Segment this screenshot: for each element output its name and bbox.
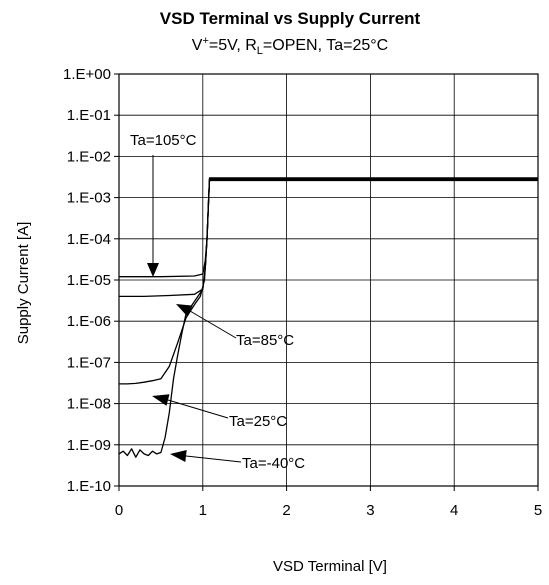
x-tick-label: 4 (450, 502, 458, 519)
chart-subtitle: V+=5V, RL=OPEN, Ta=25°C (192, 35, 388, 57)
y-axis-label: Supply Current [A] (15, 222, 32, 345)
x-tick-label: 5 (534, 502, 542, 519)
x-tick-label: 2 (282, 502, 290, 519)
y-tick-label: 1.E-09 (67, 437, 111, 454)
x-axis-ticks: 0 1 2 3 4 5 (115, 486, 542, 519)
subtitle-part3: =OPEN, Ta=25°C (263, 37, 388, 54)
y-tick-label: 1.E-10 (67, 478, 111, 495)
chart-title: VSD Terminal vs Supply Current (160, 9, 421, 28)
y-tick-label: 1.E-03 (67, 190, 111, 207)
series-line-ta-40-c (118, 179, 538, 458)
annotation-arrowhead-ta-40-c (170, 450, 187, 462)
y-axis-ticks: 1.E+00 1.E-01 1.E-02 1.E-03 1.E-04 1.E-05 1.E-… (63, 66, 119, 495)
subtitle-v: V (192, 37, 203, 54)
annotation-arrowhead-ta-25-c (152, 394, 170, 406)
subtitle-r-sub: L (257, 45, 263, 57)
annotation-label-ta-85-c: Ta=85°C (236, 332, 294, 349)
annotation-label-ta-40-c: Ta=-40°C (242, 455, 305, 472)
y-tick-label: 1.E+00 (63, 66, 111, 83)
grid (119, 74, 538, 486)
y-tick-label: 1.E-04 (67, 231, 111, 248)
y-tick-label: 1.E-01 (67, 107, 111, 124)
series-line-ta-25-c (119, 179, 538, 385)
y-tick-label: 1.E-08 (67, 396, 111, 413)
y-tick-label: 1.E-07 (67, 354, 111, 371)
x-tick-label: 3 (366, 502, 374, 519)
annotation-label-ta-105-c: Ta=105°C (130, 132, 197, 149)
annotation-arrowhead-ta-85-c (176, 304, 193, 317)
annotation-leader-ta-40-c (185, 455, 242, 463)
subtitle-part2: =5V, R (209, 37, 257, 54)
y-tick-label: 1.E-05 (67, 272, 111, 289)
x-tick-label: 0 (115, 502, 123, 519)
annotation-arrowhead-ta-105-c (147, 263, 159, 277)
annotation-leader-ta-85-c (189, 310, 237, 339)
series-line-ta-85-c (119, 178, 538, 298)
y-tick-label: 1.E-02 (67, 148, 111, 165)
annotation-layer: Ta=105°C Ta=85°C Ta=25°C Ta=-40°C (130, 132, 305, 472)
series-layer (118, 177, 538, 458)
x-axis-label: VSD Terminal [V] (273, 558, 387, 575)
y-tick-label: 1.E-06 (67, 313, 111, 330)
annotation-leader-ta-25-c (167, 399, 229, 419)
x-tick-label: 1 (199, 502, 207, 519)
subtitle-v-sup: + (202, 35, 208, 47)
annotation-label-ta-25-c: Ta=25°C (229, 413, 287, 430)
series-line-ta-105-c (119, 177, 538, 278)
